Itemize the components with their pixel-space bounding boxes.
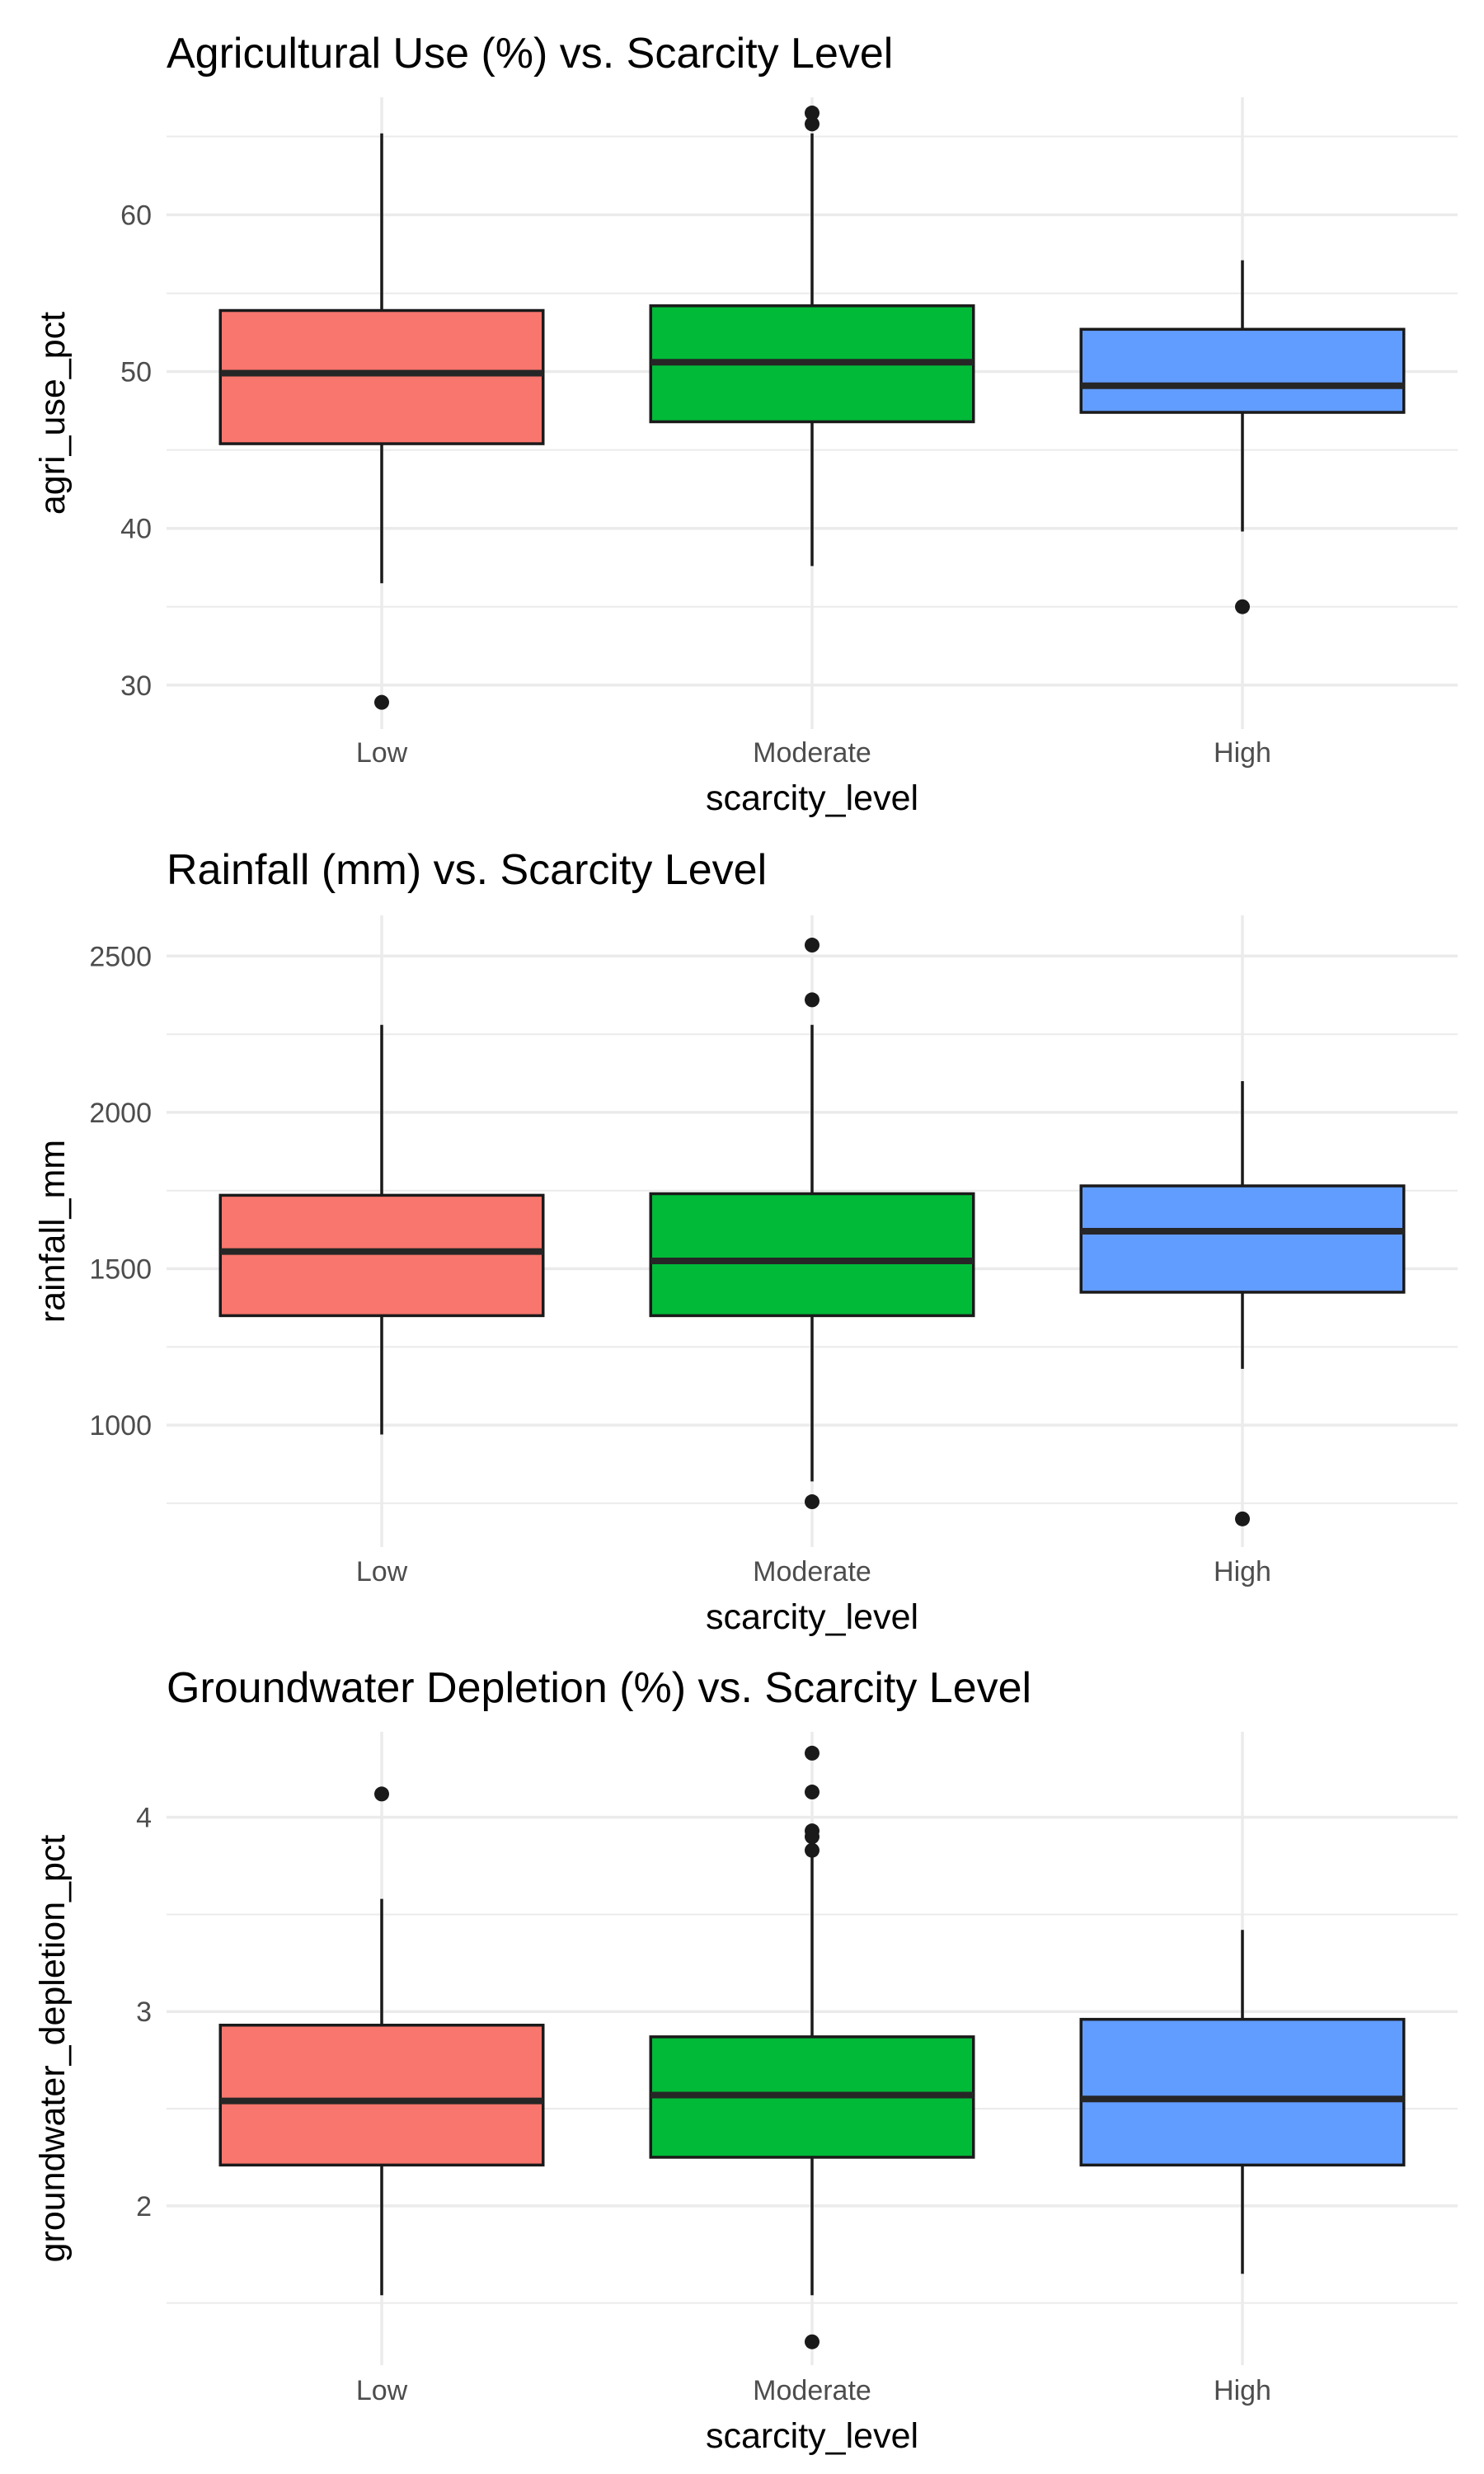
y-tick-label: 1500 bbox=[89, 1254, 152, 1286]
y-tick-label: 30 bbox=[120, 670, 152, 702]
box-high bbox=[1079, 260, 1406, 614]
x-tick-label: Moderate bbox=[753, 1556, 871, 1587]
outlier-point bbox=[374, 1786, 389, 1802]
outlier-point bbox=[805, 1785, 819, 1800]
x-axis-title: scarcity_level bbox=[706, 1597, 918, 1637]
outlier-point bbox=[805, 2334, 819, 2349]
iqr-box bbox=[649, 1192, 975, 1318]
box-low bbox=[218, 1786, 545, 2296]
y-axis-title: rainfall_mm bbox=[33, 1140, 73, 1323]
outlier-point bbox=[374, 694, 389, 710]
chart-panel-1: Agricultural Use (%) vs. Scarcity Level 3… bbox=[33, 30, 1458, 818]
x-tick-label: Moderate bbox=[753, 737, 871, 769]
outlier-point bbox=[1235, 1511, 1250, 1526]
y-tick-label: 3 bbox=[136, 1997, 152, 2028]
x-axis-title: scarcity_level bbox=[706, 2416, 918, 2456]
y-tick-label: 2000 bbox=[89, 1098, 152, 1129]
outlier-point bbox=[805, 992, 819, 1008]
x-tick-label: Low bbox=[356, 1556, 408, 1587]
outlier-point bbox=[1235, 599, 1250, 614]
outlier-point bbox=[805, 1842, 819, 1858]
iqr-box bbox=[1079, 2017, 1406, 2167]
iqr-box bbox=[218, 1193, 545, 1318]
box-moderate bbox=[649, 106, 975, 567]
iqr-box bbox=[1079, 327, 1406, 414]
box-low bbox=[218, 133, 545, 710]
box-low bbox=[218, 1024, 545, 1435]
x-tick-label: High bbox=[1214, 2375, 1271, 2406]
y-tick-label: 1000 bbox=[89, 1410, 152, 1442]
iqr-box bbox=[1079, 1184, 1406, 1294]
outlier-point bbox=[805, 1745, 819, 1761]
x-tick-label: High bbox=[1214, 1556, 1271, 1587]
chart-panel-2: Rainfall (mm) vs. Scarcity Level 1000 1500… bbox=[33, 846, 1458, 1637]
outlier-point bbox=[805, 938, 819, 953]
x-tick-label: Low bbox=[356, 737, 408, 769]
y-tick-label: 2 bbox=[136, 2191, 152, 2222]
chart-title: Groundwater Depletion (%) vs. Scarcity L… bbox=[167, 1664, 1031, 1712]
iqr-box bbox=[218, 2023, 545, 2167]
x-tick-label: Moderate bbox=[753, 2375, 871, 2406]
x-tick-label: High bbox=[1214, 737, 1271, 769]
outlier-point bbox=[805, 1494, 819, 1510]
y-tick-label: 60 bbox=[120, 200, 152, 232]
y-axis-title: agri_use_pct bbox=[33, 312, 73, 515]
chart-title: Rainfall (mm) vs. Scarcity Level bbox=[167, 846, 767, 894]
y-tick-label: 40 bbox=[120, 514, 152, 545]
x-axis-title: scarcity_level bbox=[706, 778, 918, 818]
box-moderate bbox=[649, 1745, 975, 2349]
x-tick-label: Low bbox=[356, 2375, 408, 2406]
box-high bbox=[1079, 1930, 1406, 2274]
y-axis-title: groundwater_depletion_pct bbox=[33, 1835, 73, 2263]
box-high bbox=[1079, 1080, 1406, 1526]
iqr-box bbox=[218, 308, 545, 445]
outlier-point bbox=[805, 1823, 819, 1839]
box-moderate bbox=[649, 938, 975, 1510]
outlier-point bbox=[805, 106, 819, 121]
outlier-point bbox=[805, 116, 819, 132]
chart-title: Agricultural Use (%) vs. Scarcity Level bbox=[167, 30, 893, 78]
chart-panel-3: Groundwater Depletion (%) vs. Scarcity L… bbox=[33, 1664, 1458, 2456]
y-tick-label: 2500 bbox=[89, 941, 152, 972]
y-tick-label: 50 bbox=[120, 357, 152, 388]
y-tick-label: 4 bbox=[136, 1803, 152, 1834]
